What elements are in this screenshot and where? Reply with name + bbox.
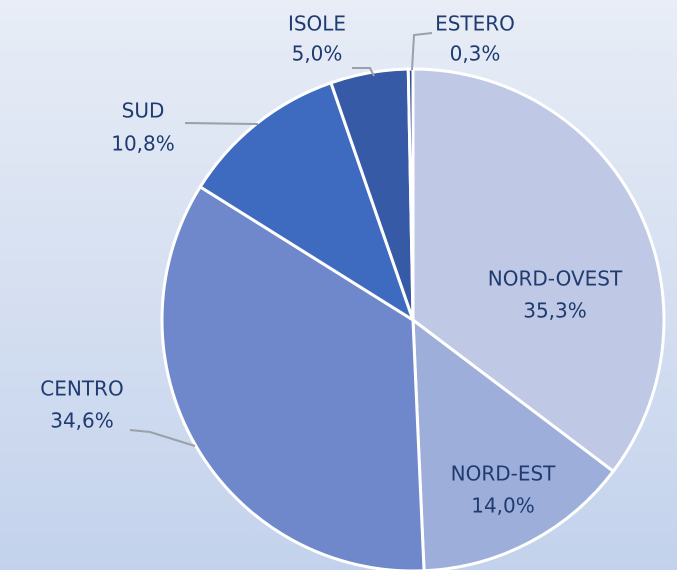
slice-value-label: 10,8% <box>111 132 175 156</box>
slice-value-label: 5,0% <box>292 42 343 66</box>
slice-label: NORD-OVEST <box>488 267 623 291</box>
labels: NORD-OVEST 35,3% NORD-EST 14,0% CENTRO 34,6% S… <box>40 12 623 518</box>
pie-slice <box>160 185 426 570</box>
leader-line <box>129 429 196 447</box>
leader-line <box>411 32 433 71</box>
pie-slice <box>411 318 615 570</box>
slice-value-label: 14,0% <box>471 494 535 518</box>
leader-line <box>352 67 375 77</box>
leader-line <box>184 122 259 125</box>
pie <box>160 67 666 570</box>
slice-value-label: 35,3% <box>523 299 587 323</box>
slice-label: SUD <box>122 99 165 123</box>
slice-label: ISOLE <box>288 12 346 36</box>
slice-label: ESTERO <box>435 12 515 36</box>
slice-label: CENTRO <box>40 377 123 401</box>
pie-slice <box>411 67 666 473</box>
slice-value-label: 0,3% <box>450 42 501 66</box>
slice-label: NORD-EST <box>451 462 557 486</box>
slice-value-label: 34,6% <box>50 409 114 433</box>
